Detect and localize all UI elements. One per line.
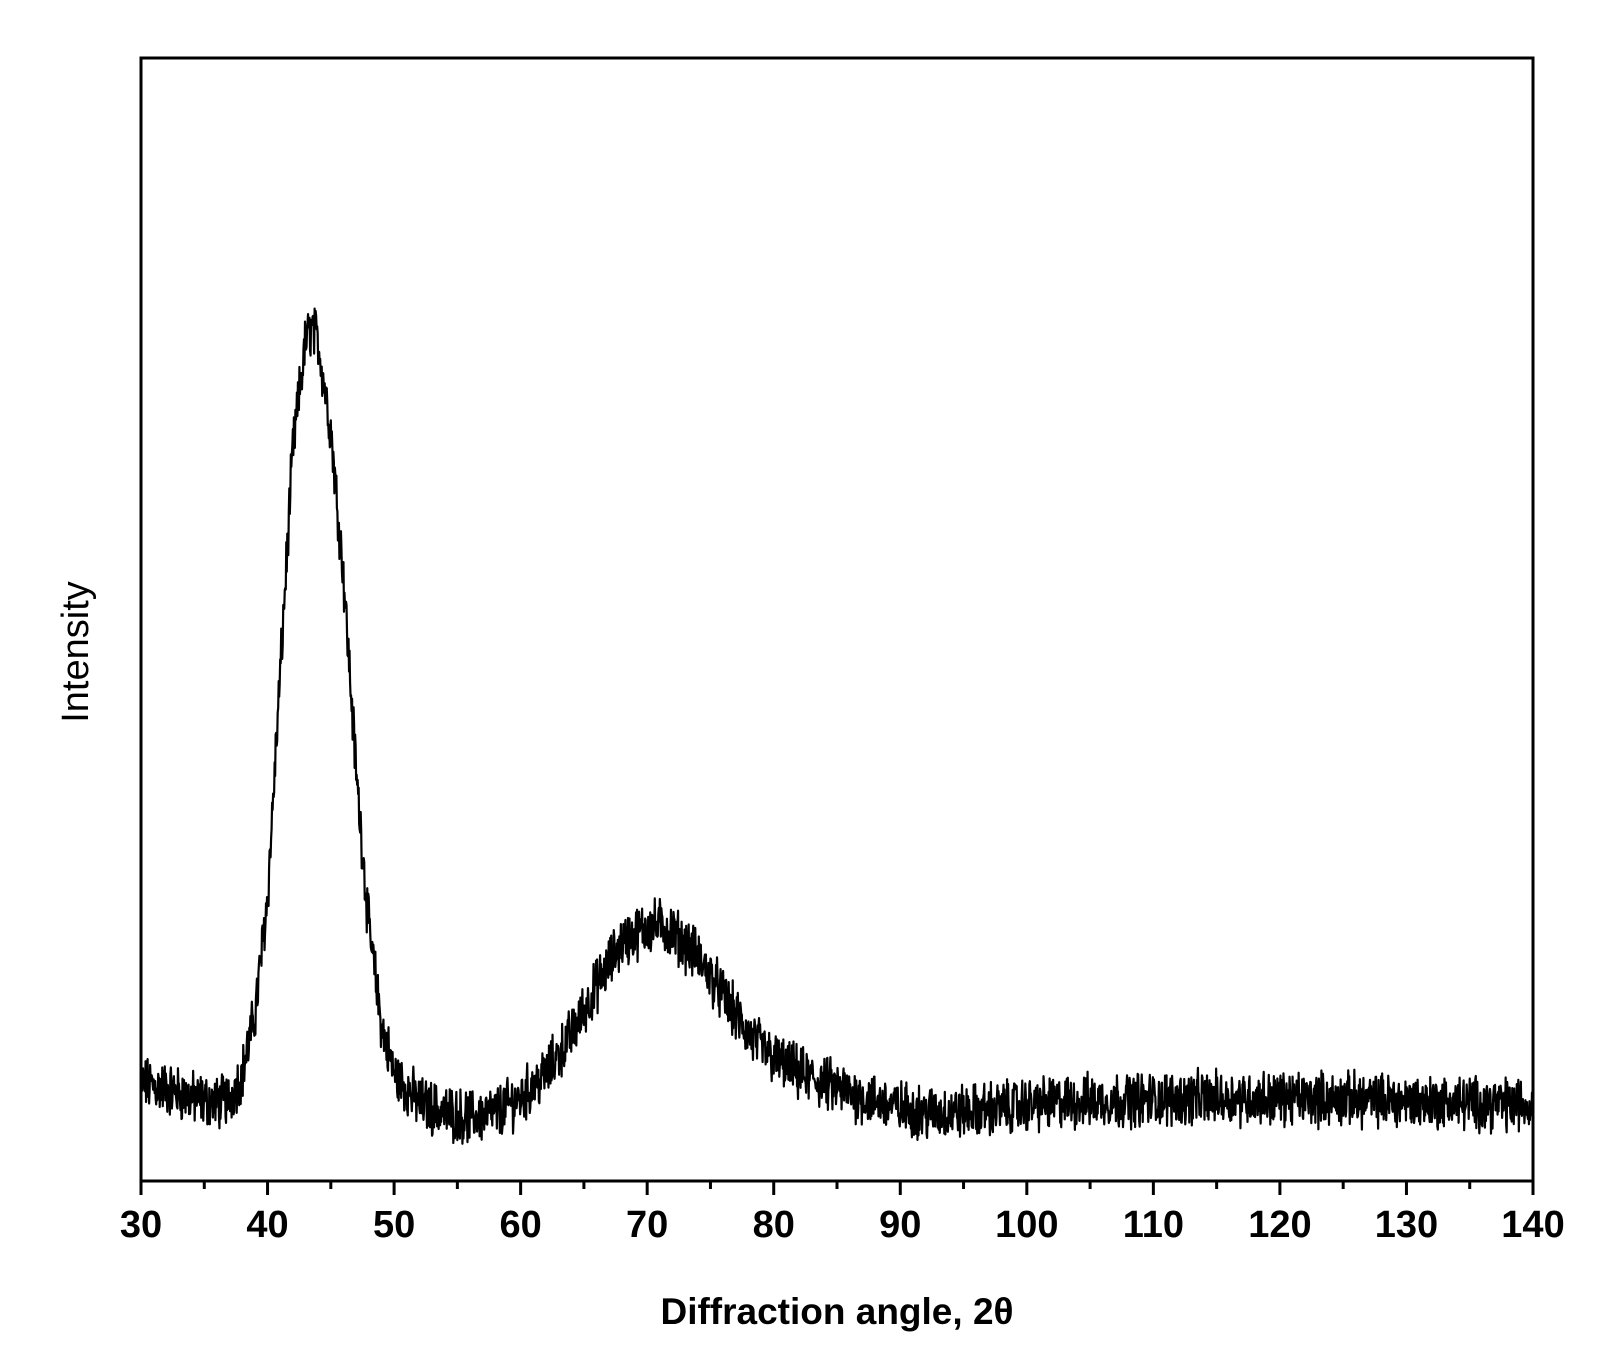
x-tick-labels: 30 40 50 60 70 80 90 100 110 120 130 140 [120, 1204, 1565, 1246]
x-ticks [139, 1181, 1535, 1195]
x-tick-label: 130 [1375, 1204, 1438, 1246]
data-points [141, 327, 1534, 1119]
x-tick-label: 60 [499, 1204, 541, 1246]
plot-frame [139, 56, 1535, 1183]
x-tick-label: 80 [753, 1204, 795, 1246]
x-tick-label: 100 [995, 1204, 1058, 1246]
diffraction-pattern-line [139, 307, 1535, 1145]
y-axis-title: Intensity [55, 581, 97, 723]
x-tick-label: 30 [120, 1204, 162, 1246]
x-axis-title: Diffraction angle, 2θ [660, 1291, 1013, 1332]
x-tick-label: 110 [1123, 1204, 1184, 1246]
x-tick-label: 140 [1501, 1204, 1564, 1246]
x-tick-label: 120 [1248, 1204, 1311, 1246]
x-tick-label: 90 [879, 1204, 921, 1246]
x-tick-label: 70 [626, 1204, 668, 1246]
x-tick-label: 50 [373, 1204, 415, 1246]
x-tick-label: 40 [246, 1204, 288, 1246]
